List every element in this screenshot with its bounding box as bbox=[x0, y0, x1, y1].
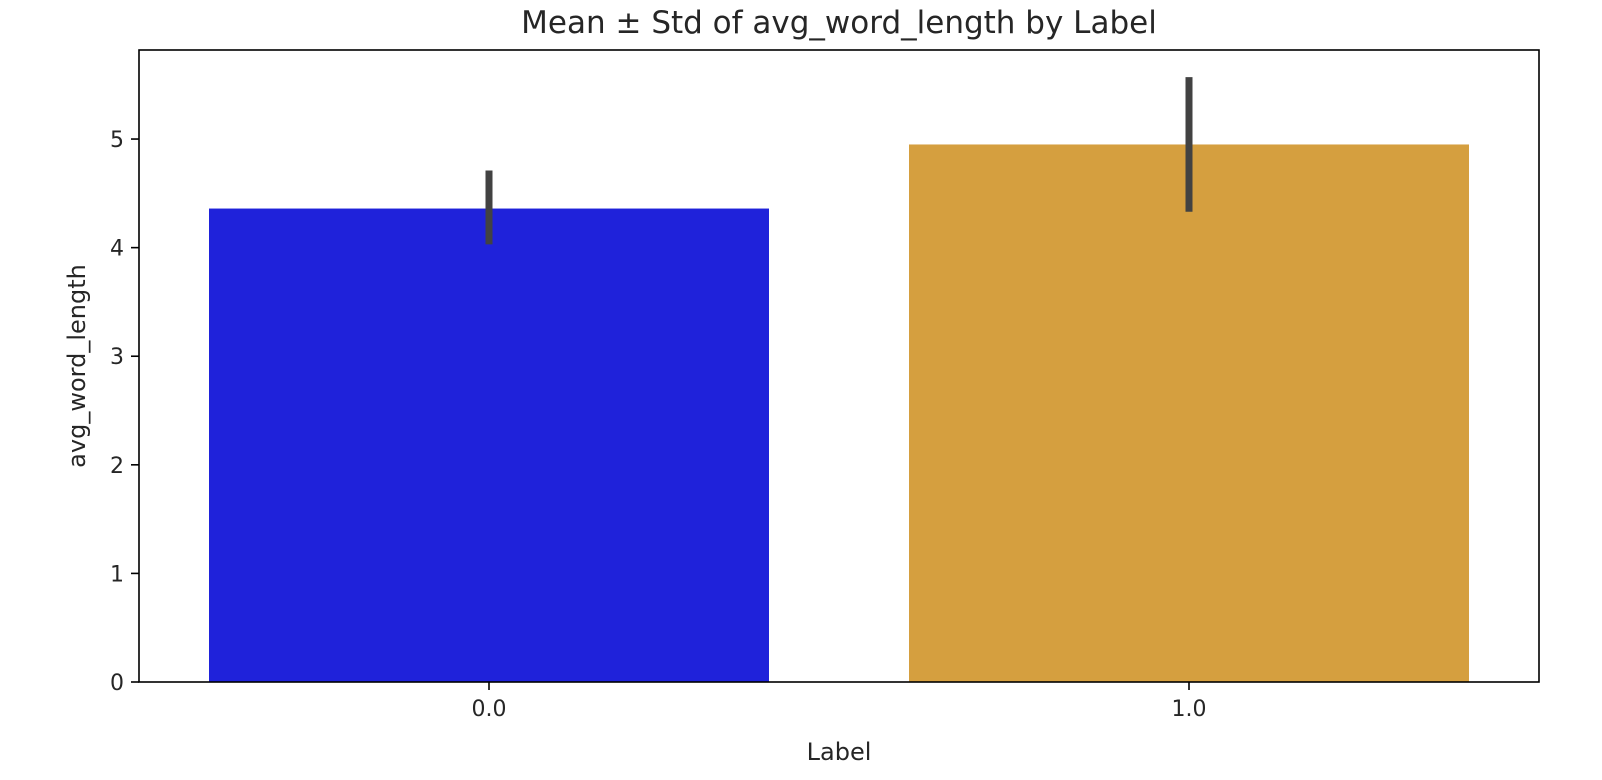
y-tick-label: 4 bbox=[110, 237, 124, 262]
y-tick-label: 1 bbox=[110, 562, 124, 587]
x-tick-label: 1.0 bbox=[1172, 697, 1207, 722]
y-axis-ticks: 0 1 2 3 4 5 bbox=[110, 128, 139, 696]
bar-1-0 bbox=[909, 144, 1469, 682]
x-axis-label: Label bbox=[807, 738, 872, 766]
bars-layer bbox=[209, 144, 1469, 682]
y-tick-label: 2 bbox=[110, 454, 124, 479]
error-bars-layer bbox=[485, 77, 1193, 245]
plot-frame bbox=[138, 49, 1540, 683]
chart-title: Mean ± Std of avg_word_length by Label bbox=[521, 5, 1157, 41]
x-axis-ticks: 0.0 1.0 bbox=[472, 682, 1207, 722]
y-axis-label: avg_word_length bbox=[63, 264, 91, 468]
bar-0-0 bbox=[209, 208, 769, 682]
y-tick-label: 3 bbox=[110, 345, 124, 370]
x-tick-label: 0.0 bbox=[472, 697, 507, 722]
y-tick-label: 5 bbox=[110, 128, 124, 153]
y-tick-label: 0 bbox=[110, 671, 124, 696]
